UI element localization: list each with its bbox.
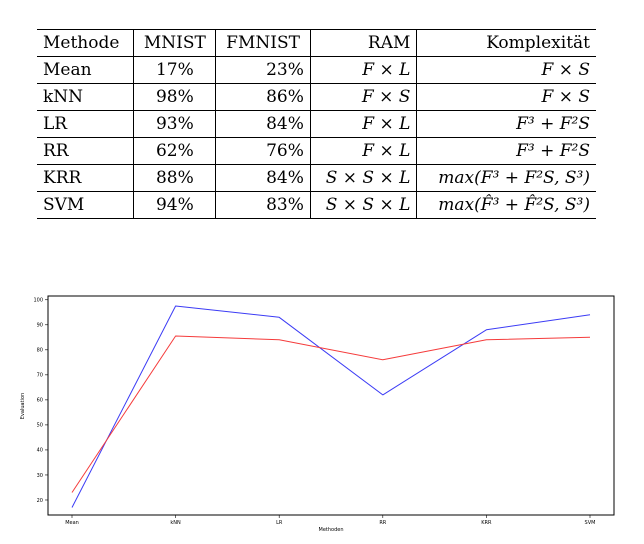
series-lines <box>71 305 591 508</box>
cell-method: LR <box>37 110 135 138</box>
cell-komplexitaet: F × S <box>416 83 596 111</box>
table-row: KRR 88% 84% S × S × L max(F³ + F²S, S³) <box>37 164 596 192</box>
cell-ram: S × S × L <box>309 164 418 192</box>
cell-ram: F × L <box>309 110 418 138</box>
cell-fmnist: 84% <box>215 110 311 138</box>
cell-komplexitaet: F³ + F²S <box>416 110 596 138</box>
header-komplexitaet: Komplexität <box>416 29 596 57</box>
series-line-0 <box>71 305 591 508</box>
y-tick-label: 30 <box>37 473 43 479</box>
y-tick-label: 20 <box>37 498 43 504</box>
cell-mnist: 88% <box>133 164 217 192</box>
cell-method: RR <box>37 137 135 165</box>
header-methode: Methode <box>37 29 135 57</box>
results-table: Methode MNIST FMNIST RAM Komplexität Mea… <box>37 29 596 219</box>
cell-fmnist: 76% <box>215 137 311 165</box>
x-tick-label: Mean <box>65 520 79 526</box>
cell-method: kNN <box>37 83 135 111</box>
cell-ram: F × S <box>309 83 418 111</box>
x-tick-label: RR <box>379 520 386 526</box>
cell-fmnist: 83% <box>215 191 311 219</box>
y-axis: 20 30 40 50 60 70 80 90 100 <box>33 298 48 504</box>
y-tick-label: 40 <box>37 448 43 454</box>
cell-method: SVM <box>37 191 135 219</box>
table-row: SVM 94% 83% S × S × L max(F̂³ + F̂²S, S³… <box>37 191 596 219</box>
y-tick-label: 70 <box>37 373 43 379</box>
x-tick-label: KRR <box>481 520 492 526</box>
y-tick-label: 80 <box>37 348 43 354</box>
cell-ram: F × L <box>309 56 418 84</box>
cell-komplexitaet: F³ + F²S <box>416 137 596 165</box>
x-tick-label: kNN <box>170 520 181 526</box>
cell-method: Mean <box>37 56 135 84</box>
table-row: RR 62% 76% F × L F³ + F²S <box>37 137 596 165</box>
y-tick-label: 60 <box>37 398 43 404</box>
y-tick-label: 90 <box>37 323 43 329</box>
cell-komplexitaet: max(F̂³ + F̂²S, S³) <box>416 191 596 219</box>
cell-mnist: 98% <box>133 83 217 111</box>
x-axis-label: Methoden <box>319 527 344 533</box>
cell-komplexitaet: max(F³ + F²S, S³) <box>416 164 596 192</box>
cell-ram: S × S × L <box>309 191 418 219</box>
y-tick-label: 50 <box>37 423 43 429</box>
cell-fmnist: 86% <box>215 83 311 111</box>
y-axis-label: Evaluation <box>20 393 26 419</box>
table-header-row: Methode MNIST FMNIST RAM Komplexität <box>37 29 596 57</box>
header-mnist: MNIST <box>133 29 217 57</box>
table-row: LR 93% 84% F × L F³ + F²S <box>37 110 596 138</box>
x-tick-label: LR <box>276 520 283 526</box>
cell-mnist: 62% <box>133 137 217 165</box>
cell-fmnist: 84% <box>215 164 311 192</box>
header-ram: RAM <box>309 29 418 57</box>
cell-mnist: 93% <box>133 110 217 138</box>
cell-fmnist: 23% <box>215 56 311 84</box>
x-tick-label: SVM <box>585 520 596 526</box>
plot-area <box>47 295 615 516</box>
cell-mnist: 94% <box>133 191 217 219</box>
cell-mnist: 17% <box>133 56 217 84</box>
y-tick-label: 100 <box>33 298 43 304</box>
header-fmnist: FMNIST <box>215 29 311 57</box>
x-axis: Mean kNN LR RR KRR SVM <box>65 515 595 526</box>
cell-komplexitaet: F × S <box>416 56 596 84</box>
series-line-1 <box>71 335 591 493</box>
cell-ram: F × L <box>309 137 418 165</box>
cell-method: KRR <box>37 164 135 192</box>
evaluation-line-chart: 20 30 40 50 60 70 80 90 100 Mean kNN LR RR KRR SVM Me… <box>20 295 615 533</box>
table-row: kNN 98% 86% F × S F × S <box>37 83 596 111</box>
table-row: Mean 17% 23% F × L F × S <box>37 56 596 84</box>
